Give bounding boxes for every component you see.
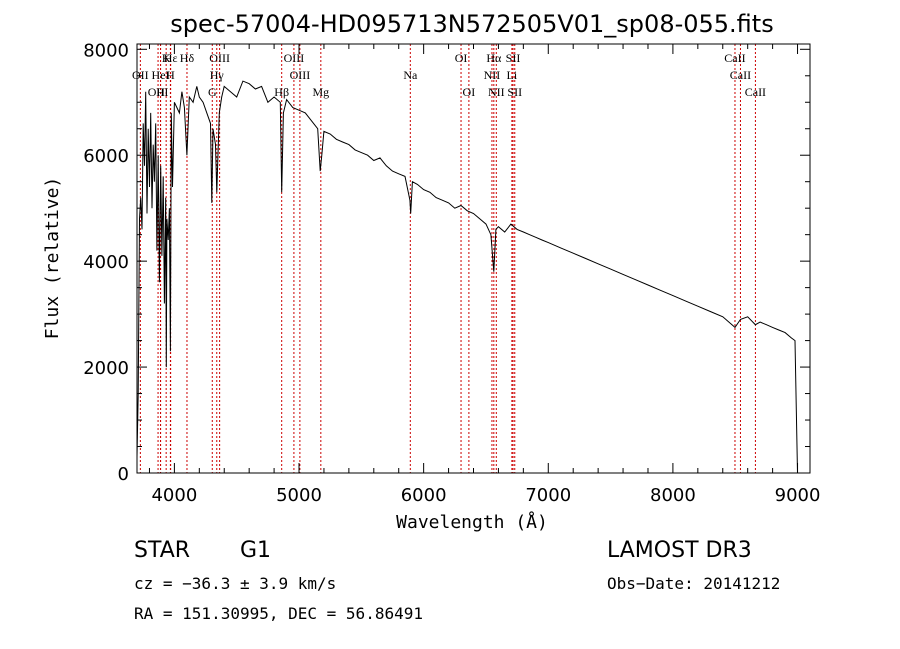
y-tick-label: 8000	[83, 40, 129, 61]
spectral-line-label: SII	[506, 51, 521, 65]
spectral-line-label: Mg	[312, 85, 329, 99]
y-tick-label: 2000	[83, 358, 129, 379]
object-class: STAR	[134, 538, 191, 563]
x-tick-label: 5000	[276, 485, 322, 506]
observation-date: Obs−Date: 20141212	[607, 574, 781, 593]
spectral-line-label: H	[166, 68, 175, 82]
spectral-line-label: Hε	[164, 51, 178, 65]
coordinates: RA = 151.30995, DEC = 56.86491	[134, 604, 423, 623]
spectral-line-label: CaII	[745, 85, 766, 99]
spectral-line-label: CaII	[724, 51, 745, 65]
spectral-line-label: Na	[403, 68, 418, 82]
spectral-line-label: OI	[455, 51, 468, 65]
spectral-line-label: HeI	[152, 68, 170, 82]
spectral-line-label: K	[162, 51, 171, 65]
x-axis-label: Wavelength (Å)	[396, 511, 548, 533]
survey-name: LAMOST DR3	[607, 538, 752, 563]
spectral-line-label: CaII	[730, 68, 751, 82]
x-tick-label: 9000	[775, 485, 821, 506]
spectral-line-label: Hδ	[180, 51, 195, 65]
spectral-line-label: OII	[132, 68, 149, 82]
spectrum-line	[136, 80, 798, 474]
plot-frame	[136, 43, 811, 474]
y-axis-label: Flux (relative)	[42, 177, 63, 340]
x-tick-label: 8000	[650, 485, 696, 506]
y-tick-label: 4000	[83, 252, 129, 273]
spectral-line-label: NII	[484, 68, 501, 82]
spectral-line-label: Li	[507, 68, 518, 82]
spectral-line-label: NII	[488, 85, 505, 99]
spectral-line-label: G	[208, 85, 217, 99]
x-tick-label: 7000	[525, 485, 571, 506]
spectral-line-label: OIII	[148, 85, 169, 99]
y-tick-label: 6000	[83, 146, 129, 167]
spectral-line-label: OI	[463, 85, 476, 99]
x-tick-label: 4000	[151, 485, 197, 506]
spectral-line-label: OIII	[209, 51, 230, 65]
redshift-cz: cz = −36.3 ± 3.9 km/s	[134, 574, 337, 593]
x-tick-label: 6000	[401, 485, 447, 506]
chart-title: spec-57004-HD095713N572505V01_sp08-055.f…	[170, 10, 773, 38]
spectral-line-label: OIII	[284, 51, 305, 65]
y-tick-label: 0	[118, 464, 129, 485]
spectral-line-label: Hγ	[210, 68, 225, 82]
spectral-line-label: Hβ	[274, 85, 289, 99]
spectral-line-label: H	[156, 85, 165, 99]
spectral-line-label: Hα	[486, 51, 502, 65]
spectral-line-label: OIII	[290, 68, 311, 82]
object-subclass: G1	[240, 538, 272, 563]
spectral-line-label: SII	[507, 85, 522, 99]
